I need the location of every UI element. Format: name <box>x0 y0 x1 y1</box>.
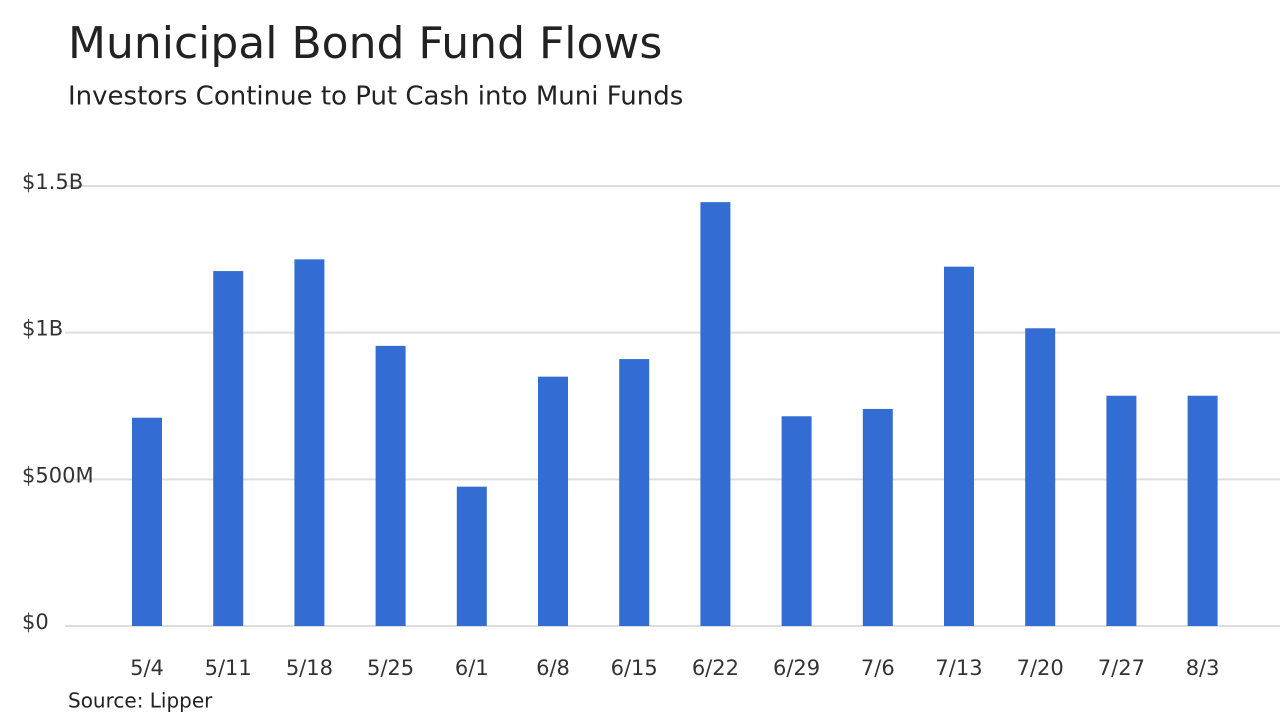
bar <box>213 271 244 626</box>
x-tick-label: 7/20 <box>1017 656 1064 680</box>
chart-title: Municipal Bond Fund Flows <box>68 18 662 69</box>
source-note: Source: Lipper <box>68 689 213 713</box>
x-tick-label: 5/25 <box>367 656 414 680</box>
x-tick-label: 7/27 <box>1098 656 1145 680</box>
x-tick-label: 8/3 <box>1186 656 1220 680</box>
x-tick-label: 6/8 <box>536 656 570 680</box>
y-tick-label: $0 <box>22 610 49 634</box>
bar <box>862 408 893 626</box>
bar <box>1025 328 1056 626</box>
bar <box>456 486 487 626</box>
bar <box>1187 395 1218 626</box>
x-tick-label: 7/13 <box>935 656 982 680</box>
x-tick-label: 6/22 <box>692 656 739 680</box>
x-tick-label: 7/6 <box>861 656 895 680</box>
x-tick-label: 6/29 <box>773 656 820 680</box>
bar <box>944 266 974 626</box>
bar <box>375 345 406 626</box>
y-tick-label: $1B <box>22 317 63 341</box>
bar <box>538 376 568 626</box>
y-tick-label: $500M <box>22 463 94 487</box>
bar <box>781 416 812 626</box>
y-tick-label: $1.5B <box>22 170 83 194</box>
x-tick-label: 5/18 <box>286 656 333 680</box>
bar <box>1106 395 1137 626</box>
x-tick-label: 6/1 <box>455 656 489 680</box>
x-tick-label: 6/15 <box>611 656 658 680</box>
bar <box>294 259 325 626</box>
x-tick-label: 5/11 <box>205 656 252 680</box>
bar <box>700 202 731 626</box>
bar <box>619 359 650 626</box>
x-tick-label: 5/4 <box>130 656 164 680</box>
chart-subtitle: Investors Continue to Put Cash into Muni… <box>68 82 683 112</box>
bar <box>132 417 162 626</box>
